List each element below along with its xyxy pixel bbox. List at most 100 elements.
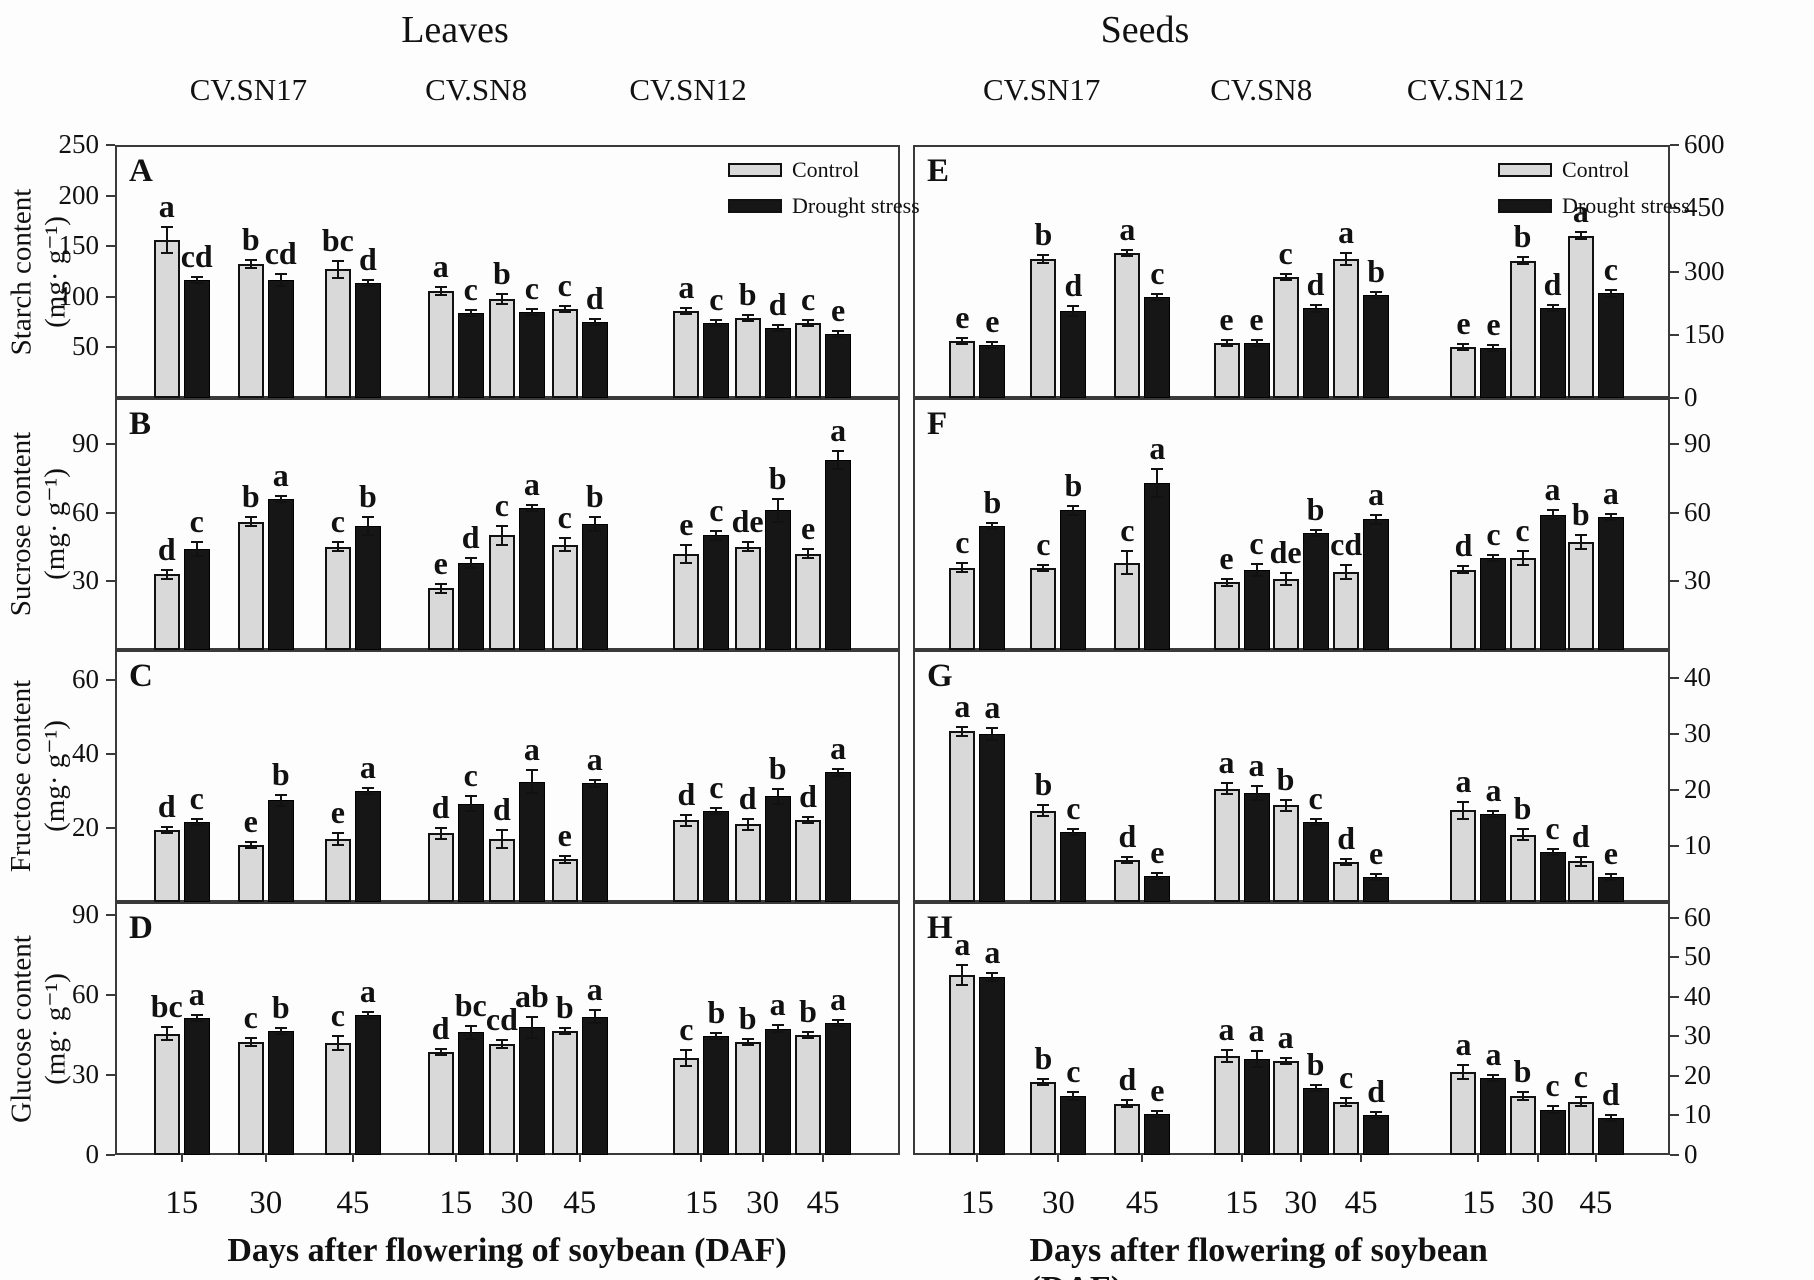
sig-letter: e [1486, 306, 1501, 343]
bar-control-A-CV.SN17-45 [324, 269, 351, 398]
error-bar [336, 833, 339, 845]
sig-letter: c [463, 270, 478, 307]
error-bar-cap [274, 1027, 287, 1030]
error-bar-cap [1037, 563, 1050, 566]
bar-drought-A-CV.SN8-15 [457, 312, 484, 398]
error-bar-cap [1309, 310, 1322, 313]
error-bar-cap [1067, 834, 1080, 837]
x-tick-label: 45 [806, 1185, 840, 1221]
error-bar-cap [1546, 1105, 1559, 1108]
bar-control-D-CV.SN8-30 [488, 1044, 515, 1155]
error-bar-cap [331, 550, 344, 553]
y-tick-mark [106, 346, 115, 349]
error-bar-cap [464, 1024, 477, 1027]
error-bar-cap [1457, 572, 1470, 575]
y-tick-label: 40 [1684, 980, 1711, 1011]
y-tick-mark [106, 914, 115, 917]
sig-letter: a [984, 934, 1001, 971]
y-tick-mark [1670, 677, 1679, 679]
y-tick-label: 20 [1684, 1059, 1711, 1090]
error-bar-cap [1574, 548, 1587, 551]
bar-control-B-CV.SN8-15 [427, 588, 454, 650]
error-bar-cap [1516, 839, 1529, 842]
bar-drought-D-CV.SN17-45 [354, 1015, 381, 1155]
y-tick-label: 20 [1684, 774, 1711, 804]
sig-letter: b [1276, 760, 1295, 797]
error-bar [500, 526, 503, 545]
sig-letter: a [1455, 1025, 1472, 1062]
error-bar-cap [802, 319, 815, 322]
error-bar-cap [1309, 823, 1322, 826]
error-bar-cap [832, 767, 845, 770]
error-bar-cap [588, 318, 601, 321]
sig-letter: b [768, 749, 787, 786]
error-bar-cap [802, 1037, 815, 1040]
x-tick-label: 30 [746, 1185, 780, 1221]
error-bar-cap [986, 980, 999, 983]
x-tick-mark [1057, 1155, 1060, 1162]
error-bar-cap [1220, 1061, 1233, 1064]
error-bar [1255, 564, 1258, 576]
error-bar [715, 808, 718, 815]
bar-drought-C-CV.SN17-45 [354, 790, 381, 902]
error-bar-cap [190, 275, 203, 278]
error-bar [1345, 1097, 1348, 1106]
error-bar [1156, 1111, 1159, 1118]
error-bar-cap [680, 1064, 693, 1067]
bar-drought-C-CV.SN17-15 [183, 822, 210, 902]
bar-control-B-CV.SN12-45 [795, 553, 822, 650]
bar-control-E-CV.SN8-15 [1213, 343, 1240, 398]
y-tick-label: 150 [1684, 318, 1725, 349]
error-bar [336, 1036, 339, 1050]
error-bar [1042, 564, 1045, 571]
sig-letter: d [431, 1010, 450, 1047]
error-bar-cap [802, 548, 815, 551]
bar-drought-C-CV.SN12-45 [825, 772, 852, 902]
error-bar [1126, 249, 1129, 256]
error-bar [366, 1012, 369, 1019]
panel-label-D: D [129, 910, 153, 946]
bar-drought-D-CV.SN8-15 [457, 1032, 484, 1155]
error-bar-cap [1037, 804, 1050, 807]
sig-letter: a [586, 740, 603, 777]
error-bar [685, 307, 688, 314]
x-tick-mark [976, 1155, 979, 1162]
error-bar-cap [1250, 798, 1263, 801]
x-tick-mark [1594, 1155, 1597, 1162]
bar-drought-F-CV.SN12-15 [1480, 558, 1507, 650]
bar-control-H-CV.SN17-30 [1030, 1081, 1057, 1155]
error-bar [961, 338, 964, 345]
sig-letter: bc [150, 988, 183, 1025]
error-bar-cap [274, 272, 287, 275]
sig-letter: b [983, 484, 1002, 521]
bar-control-A-CV.SN12-30 [734, 318, 761, 398]
error-bar [469, 309, 472, 316]
error-bar [500, 1040, 503, 1049]
sig-letter: e [1249, 300, 1264, 337]
error-bar [1126, 551, 1129, 575]
bar-drought-H-CV.SN12-30 [1539, 1109, 1566, 1155]
error-bar-cap [771, 1031, 784, 1034]
bar-drought-E-CV.SN17-30 [1060, 310, 1087, 398]
sig-letter: b [738, 276, 757, 313]
error-bar-cap [525, 1036, 538, 1039]
sig-letter: d [1571, 817, 1590, 854]
y-tick-mark [1670, 845, 1679, 847]
error-bar-cap [1250, 1065, 1263, 1068]
sig-letter: c [1066, 1052, 1081, 1089]
bar-control-E-CV.SN12-30 [1509, 260, 1536, 398]
y-tick-mark [106, 994, 115, 997]
error-bar [1225, 783, 1228, 795]
error-bar-cap [680, 813, 693, 816]
sig-letter: cd [180, 237, 213, 274]
error-bar-cap [741, 541, 754, 544]
bar-drought-E-CV.SN12-30 [1539, 307, 1566, 398]
bar-drought-C-CV.SN12-15 [703, 811, 730, 902]
error-bar-cap [244, 1044, 257, 1047]
error-bar-cap [1151, 298, 1164, 301]
sig-letter: e [433, 544, 448, 581]
bar-control-B-CV.SN12-30 [734, 546, 761, 650]
error-bar [1521, 1091, 1524, 1100]
sig-letter: a [1277, 1018, 1294, 1055]
y-tick-label: 90 [1684, 427, 1711, 458]
